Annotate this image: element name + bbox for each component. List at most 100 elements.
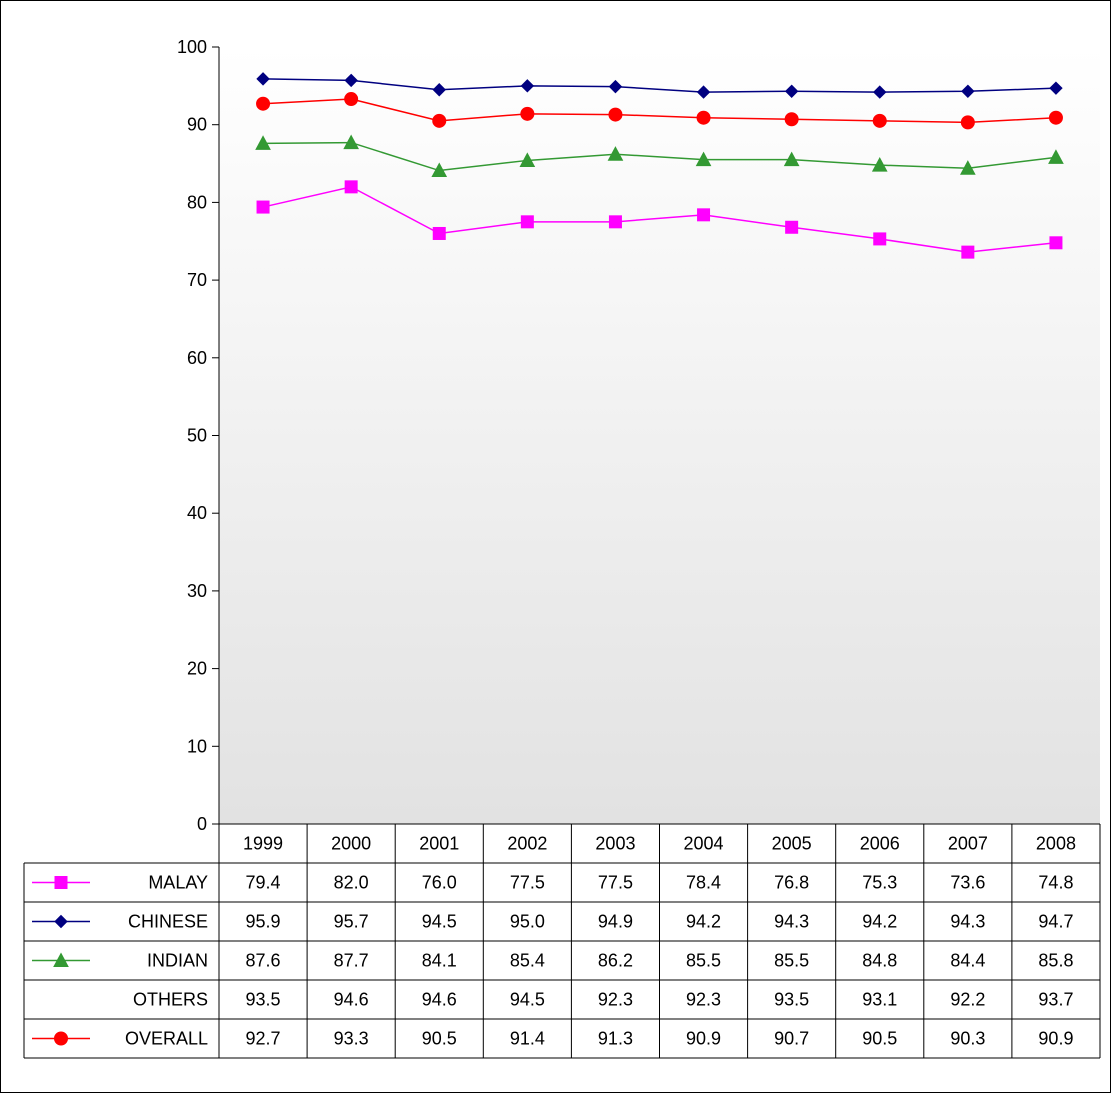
data-point-indian — [695, 151, 712, 167]
data-point-malay — [256, 200, 270, 214]
data-label-malay: 76.0 — [422, 873, 457, 893]
series-line-malay — [262, 186, 1057, 253]
data-point-chinese — [696, 85, 711, 99]
data-label-chinese: 94.2 — [862, 912, 897, 932]
data-point-chinese — [432, 83, 446, 97]
data-label-indian: 85.4 — [510, 951, 545, 971]
data-label-chinese: 94.7 — [1038, 912, 1073, 932]
legend-marker-indian — [53, 952, 69, 967]
data-point-malay — [785, 220, 799, 234]
data-point-malay — [344, 180, 358, 194]
y-tick-label: 70 — [187, 270, 207, 290]
data-label-malay: 76.8 — [774, 873, 809, 893]
data-label-chinese: 95.7 — [334, 912, 369, 932]
data-label-overall: 92.7 — [246, 1029, 281, 1049]
data-label-indian: 87.6 — [246, 951, 281, 971]
y-tick-label: 60 — [187, 348, 207, 368]
data-point-overall — [872, 113, 887, 128]
legend-label-malay: MALAY — [148, 873, 208, 893]
data-point-overall — [1048, 110, 1063, 125]
data-point-malay — [520, 215, 534, 229]
data-point-indian — [519, 152, 536, 167]
data-label-others: 92.2 — [950, 990, 985, 1010]
x-category-label: 2001 — [419, 834, 459, 854]
data-point-indian — [431, 162, 448, 178]
series-lines — [255, 72, 1064, 259]
series-line-indian — [263, 141, 1057, 172]
data-label-indian: 84.4 — [950, 951, 985, 971]
data-point-malay — [432, 226, 446, 240]
data-point-indian — [871, 157, 888, 172]
data-label-overall: 90.9 — [1038, 1029, 1073, 1049]
data-label-chinese: 94.3 — [950, 912, 985, 932]
data-label-overall: 91.3 — [598, 1029, 633, 1049]
data-point-chinese — [520, 79, 535, 93]
data-label-others: 94.5 — [510, 990, 545, 1010]
x-category-label: 2008 — [1036, 834, 1076, 854]
x-category-label: 2002 — [507, 834, 547, 854]
data-point-malay — [697, 208, 711, 222]
x-category-label: 2000 — [331, 834, 371, 854]
data-label-overall: 90.9 — [686, 1029, 721, 1049]
data-table: 1999 2000 2001 2002 2003 2004 2005 2006 2007 2008… — [23, 823, 1101, 1059]
plot-background — [219, 47, 1100, 824]
data-point-indian — [1048, 149, 1064, 164]
y-tick-label: 20 — [187, 659, 207, 679]
x-category-label: 2003 — [595, 834, 635, 854]
data-label-indian: 85.5 — [774, 951, 809, 971]
data-label-malay: 77.5 — [598, 873, 633, 893]
y-tick-label: 50 — [187, 426, 207, 446]
data-point-chinese — [961, 84, 975, 98]
x-category-label: 2005 — [772, 834, 812, 854]
data-point-chinese — [784, 84, 799, 98]
data-label-chinese: 94.3 — [774, 912, 809, 932]
data-point-malay — [608, 215, 622, 229]
legend-marker-chinese — [54, 914, 68, 929]
data-label-indian: 84.8 — [862, 951, 897, 971]
data-label-others: 94.6 — [334, 990, 369, 1010]
data-label-chinese: 94.9 — [598, 912, 633, 932]
data-label-malay: 78.4 — [686, 873, 721, 893]
data-point-overall — [256, 96, 271, 111]
data-point-overall — [696, 110, 711, 125]
legend-label-others: OTHERS — [133, 990, 208, 1010]
data-label-overall: 91.4 — [510, 1029, 545, 1049]
data-point-malay — [961, 245, 975, 259]
data-point-overall — [432, 113, 447, 128]
data-label-others: 93.5 — [246, 990, 281, 1010]
series-line-chinese — [263, 78, 1056, 93]
y-tick-label: 10 — [187, 736, 207, 756]
data-point-overall — [960, 115, 975, 130]
x-category-label: 2004 — [684, 834, 724, 854]
data-label-chinese: 94.2 — [686, 912, 721, 932]
data-label-malay: 82.0 — [334, 873, 369, 893]
y-tick-label: 100 — [177, 37, 207, 57]
data-point-overall — [344, 92, 359, 107]
y-tick-label: 0 — [197, 814, 207, 834]
data-label-indian: 87.7 — [334, 951, 369, 971]
data-point-overall — [784, 112, 799, 127]
data-label-overall: 90.3 — [950, 1029, 985, 1049]
legend-marker-malay — [54, 876, 68, 889]
data-label-others: 93.5 — [774, 990, 809, 1010]
data-label-malay: 79.4 — [246, 873, 281, 893]
data-label-indian: 84.1 — [422, 951, 457, 971]
data-point-indian — [255, 135, 271, 150]
y-tick-label: 40 — [187, 503, 207, 523]
data-point-chinese — [608, 79, 623, 94]
legend-label-indian: INDIAN — [147, 951, 208, 971]
data-point-indian — [960, 160, 976, 175]
data-label-others: 93.7 — [1038, 990, 1073, 1010]
series-line-overall — [263, 98, 1056, 124]
legend-label-overall: OVERALL — [125, 1029, 208, 1049]
plot-area — [219, 47, 1100, 824]
y-axis: 0 10 20 30 40 50 60 70 80 90 100 — [177, 37, 220, 834]
data-label-malay: 73.6 — [950, 873, 985, 893]
data-label-indian: 86.2 — [598, 951, 633, 971]
x-category-label: 2007 — [948, 834, 988, 854]
data-label-others: 94.6 — [422, 990, 457, 1010]
data-point-chinese — [1049, 81, 1063, 95]
data-label-malay: 75.3 — [862, 873, 897, 893]
